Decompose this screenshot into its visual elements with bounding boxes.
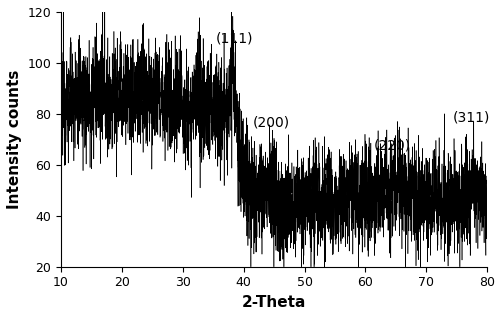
Text: (220): (220) — [373, 138, 410, 152]
Y-axis label: Intensity counts: Intensity counts — [7, 70, 22, 209]
Text: (200): (200) — [252, 115, 289, 129]
Text: (311): (311) — [452, 110, 489, 124]
Text: (111): (111) — [215, 31, 253, 45]
X-axis label: 2-Theta: 2-Theta — [241, 295, 306, 310]
